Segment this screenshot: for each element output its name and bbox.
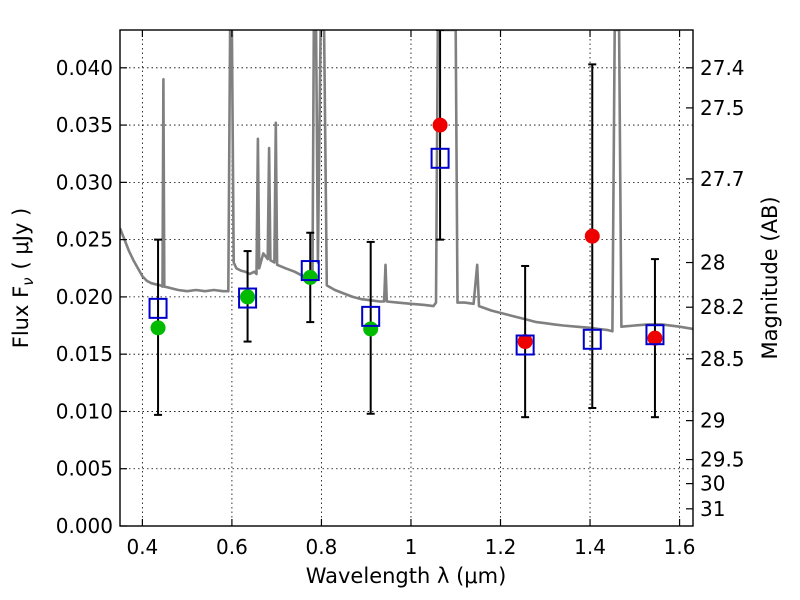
- y-tick-label: 0.010: [56, 399, 113, 423]
- x-tick-label: 1: [405, 535, 418, 559]
- model-square: [430, 147, 450, 169]
- x-tick-label: 1.4: [574, 535, 606, 559]
- y-tick-label: 0.040: [56, 56, 113, 80]
- plot-frame: [119, 29, 694, 527]
- y2-tick-label: 28: [700, 251, 725, 275]
- y-tick-label: 0.025: [56, 228, 113, 252]
- x-axis-title: Wavelength λ (μm): [306, 564, 507, 588]
- y-tick-label: 0.035: [56, 113, 113, 137]
- observed-point: [150, 320, 166, 336]
- y-axis-title-unit: ( μJy ): [9, 208, 33, 270]
- model-square: [515, 334, 535, 356]
- y2-tick-label: 29.5: [700, 448, 745, 472]
- model-square: [361, 305, 381, 327]
- y2-tick-label: 31: [700, 497, 725, 521]
- observed-point: [240, 289, 256, 305]
- y2-tick-label: 28.5: [700, 347, 745, 371]
- y-tick-label: 0.030: [56, 170, 113, 194]
- y-tick-labels: 0.000 0.005 0.010 0.015 0.020 0.025 0.030 0.035…: [56, 56, 113, 538]
- observed-points: [150, 117, 663, 350]
- x-tick-label: 0.8: [306, 535, 338, 559]
- x-tick-labels: 0.4 0.6 0.8 1 1.2 1.4 1.6: [126, 535, 695, 559]
- x-tick-label: 0.6: [216, 535, 248, 559]
- model-square: [582, 328, 602, 350]
- y-tick-label: 0.015: [56, 342, 113, 366]
- y-axis-title-subscript: ν: [19, 277, 37, 285]
- model-square: [148, 297, 168, 319]
- y-axis-title: Flux Fν ( μJy ): [9, 208, 37, 349]
- model-square: [300, 260, 320, 282]
- model-spectrum-line: [120, 30, 693, 333]
- observed-point: [432, 117, 448, 133]
- observed-point: [302, 269, 318, 285]
- observed-point: [647, 330, 663, 346]
- y2-tick-label: 29: [700, 409, 725, 433]
- axis-ticks: [120, 30, 693, 527]
- observed-point: [517, 334, 533, 350]
- y-tick-label: 0.020: [56, 285, 113, 309]
- grid-lines: [120, 30, 693, 527]
- model-squares: [148, 147, 665, 356]
- y-tick-label: 0.000: [56, 514, 113, 538]
- observed-point: [584, 228, 600, 244]
- y2-tick-label: 27.7: [700, 167, 745, 191]
- x-tick-label: 0.4: [126, 535, 158, 559]
- y2-tick-label: 27.4: [700, 56, 745, 80]
- y2-axis-title: Magnitude (AB): [758, 196, 782, 359]
- y2-tick-label: 30: [700, 472, 725, 496]
- y-axis-title-main: Flux F: [9, 286, 33, 348]
- x-tick-label: 1.6: [664, 535, 696, 559]
- y2-tick-label: 28.2: [700, 295, 745, 319]
- model-square: [238, 287, 258, 309]
- observed-point: [363, 321, 379, 337]
- y-tick-label: 0.005: [56, 457, 113, 481]
- y2-tick-label: 27.5: [700, 96, 745, 120]
- model-square: [645, 324, 665, 346]
- x-tick-label: 1.2: [485, 535, 517, 559]
